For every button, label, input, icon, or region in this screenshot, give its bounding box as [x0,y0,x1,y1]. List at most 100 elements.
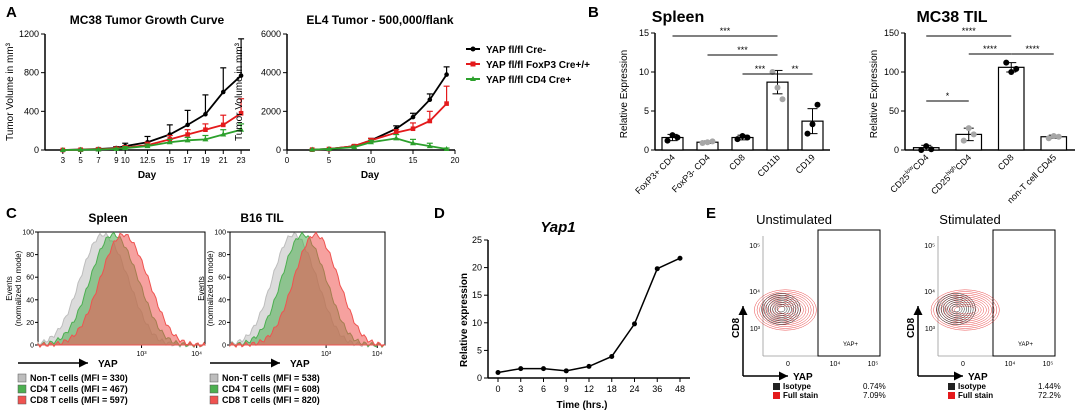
contour-isotype [772,302,790,316]
data-point [238,126,245,132]
y-tick-label: 60 [26,275,34,282]
legend-label: Isotype [783,382,812,391]
y-tick-label: 100 [884,67,899,77]
data-point [203,127,208,132]
contour-full-stain [774,303,796,317]
chart-title: B16 TIL [240,211,283,225]
gate-label: YAP+ [1018,342,1034,348]
flow-plot-stimulated: Stimulated 10⁵ 10⁴ 10³ 0 10⁴ 10⁵ YAP+ YAP CD8 Iso… [906,212,1061,400]
data-point [1013,65,1020,72]
x-axis-label: YAP [290,359,310,370]
x-tick-label: 20 [451,156,460,165]
legend-marker-cd4 [470,76,476,81]
y-tick-label: 10³ [750,326,761,333]
legend-swatch [773,383,780,390]
data-point [144,143,151,149]
data-point [774,84,781,91]
data-point [814,101,821,108]
y-tick-label: 40 [218,297,226,304]
data-point [368,139,374,145]
data-point [122,145,129,151]
bar [997,66,1025,151]
y-tick-label: 4000 [261,68,281,78]
legend-label-cd4: YAP fl/fl CD4 Cre+ [486,75,571,86]
y-tick-label: 10⁴ [924,289,935,296]
y-tick-label: 20 [472,263,482,273]
legend-swatch [17,373,27,383]
legend-swatch [948,383,955,390]
data-point [654,266,660,272]
y-tick-label: 1200 [19,29,39,39]
x-tick-label: 10⁵ [868,361,879,368]
x-tick-label: 10⁴ [830,361,841,368]
x-tick-label: 10⁴ [1005,361,1016,368]
y-tick-label: 0 [34,145,39,155]
x-tick-label: 7 [96,156,101,165]
contour-full-stain [772,302,799,318]
data-point [443,146,450,152]
legend-label: CD8 T cells (MFI = 820) [222,395,320,405]
data-point [734,136,741,143]
series-line [62,74,242,151]
data-point [664,137,671,144]
contour-full-stain [948,302,982,318]
contour-isotype [774,303,788,315]
contour-isotype [767,298,795,320]
y-tick-label: 0 [477,373,482,383]
histogram-b16-til: B16 TIL 0 20 40 60 80 100 10³ 10⁴ YAP Events(norm… [197,211,386,405]
y-axis-label: Events(normalized to mode) [5,250,23,326]
x-tick-label: 10³ [136,351,147,358]
data-point [326,146,332,152]
category-label: CD19 [794,152,817,175]
series-line [312,137,447,151]
legend-value: 7.09% [863,391,886,400]
gate-box [817,229,881,357]
data-point [77,146,84,152]
x-tick-label: 0 [786,361,790,368]
legend-swatch [17,395,27,405]
contour-isotype [951,305,961,313]
data-point [393,130,399,135]
x-tick-label: 10⁴ [191,351,202,358]
contour-full-stain [764,296,807,324]
data-point [928,146,935,153]
legend-swatch [209,373,219,383]
data-point [427,118,433,124]
contour-isotype [940,296,972,322]
y-axis-label: Relative Expression [869,50,880,138]
y-tick-label: 100 [214,230,226,237]
data-point [674,134,681,141]
data-point [1003,59,1010,66]
contour-isotype [770,300,792,318]
chart-title: MC38 TIL [916,9,987,26]
chart-spleen-expression: Spleen Relative Expression 0 5 10 15 FoxP3+ … [619,9,830,196]
data-point [113,146,120,152]
data-point [351,144,358,150]
x-tick-label: 10³ [321,351,332,358]
x-tick-label: 5 [327,156,332,165]
y-tick-label: 15 [639,28,649,38]
y-axis-label: Events(normalized to mode) [197,250,215,326]
y-tick-label: 5 [477,345,482,355]
data-point [739,132,746,139]
x-tick-label: 19 [201,156,210,165]
data-point [960,137,967,144]
contour-isotype [942,298,970,320]
data-point [709,138,716,145]
data-point [185,132,190,137]
category-label: CD25highCD4 [929,152,973,196]
data-point [238,73,244,78]
legend-label: Non-T cells (MFI = 330) [30,373,128,383]
contour-isotype [938,294,974,324]
contour-full-stain [946,300,985,320]
y-axis-label: Tumor Volume in mm³ [234,42,245,141]
histogram-curve [229,231,386,348]
data-point [809,121,816,128]
legend-label: CD8 T cells (MFI = 597) [30,395,128,405]
significance-label: **** [962,26,977,36]
y-tick-label: 6000 [261,29,281,39]
y-tick-label: 80 [26,252,34,259]
legend-swatch [209,384,219,394]
chart-yap1-timecourse: Yap1 Time (hrs.) Relative expression 0 5 1… [459,219,690,411]
significance-label: **** [983,44,998,54]
